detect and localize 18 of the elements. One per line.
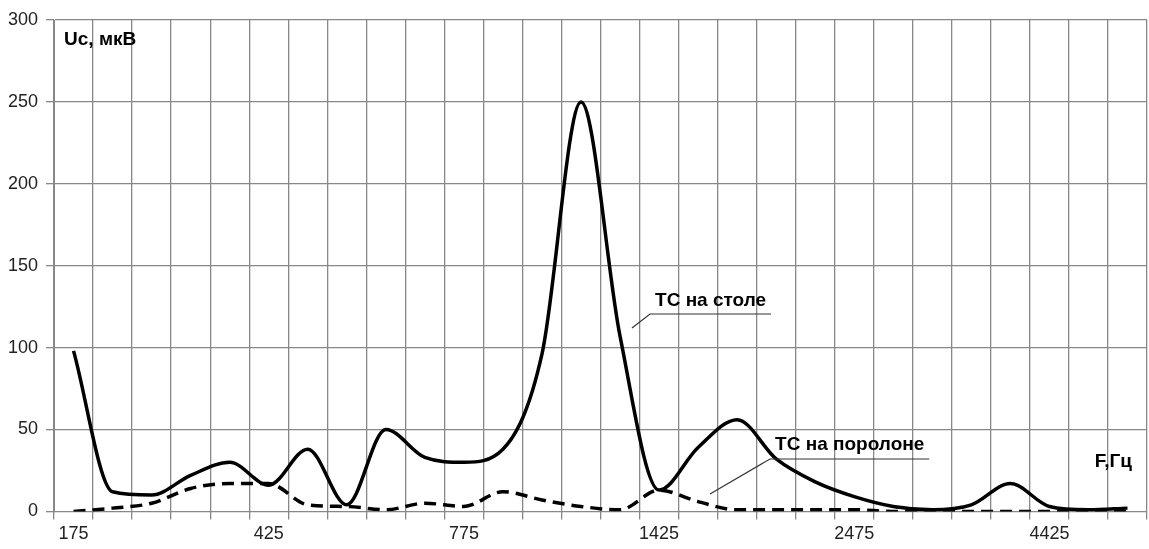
x-tick-label: 4425 xyxy=(1029,523,1070,544)
x-tick-label: 175 xyxy=(58,523,89,544)
text: ТС на поролоне xyxy=(775,433,925,455)
y-axis-title: Uc, мкВ xyxy=(64,27,137,49)
x-tick-label: 2475 xyxy=(834,523,875,544)
line-series xyxy=(71,100,1130,512)
y-tick-label: 50 xyxy=(18,418,39,439)
text: ТС на столе xyxy=(655,288,767,310)
y-tick-label: 0 xyxy=(28,500,39,521)
x-tick-label: 775 xyxy=(448,523,479,544)
y-tick-label: 100 xyxy=(7,336,39,357)
y-tick-label: 200 xyxy=(7,172,39,193)
x-axis-title: F,Гц xyxy=(1094,450,1133,472)
x-tick-label: 425 xyxy=(253,523,284,544)
y-tick-label: 250 xyxy=(7,90,39,111)
y-tick-label: 150 xyxy=(7,254,39,275)
x-tick-label: 1425 xyxy=(639,523,680,544)
y-tick-label: 300 xyxy=(7,8,39,29)
